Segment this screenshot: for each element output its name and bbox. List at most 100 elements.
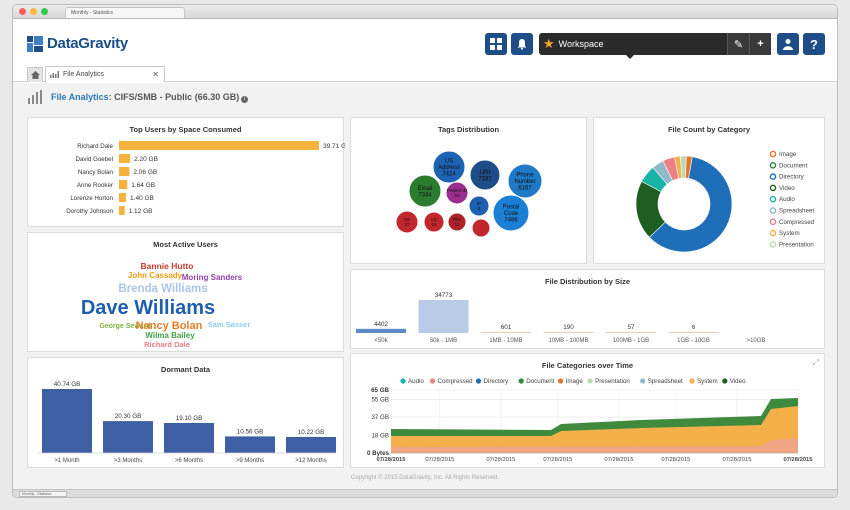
- time-xtick-label: 07/28/2015: [543, 457, 572, 463]
- tab-bar: File Analytics ✕: [13, 65, 837, 83]
- size-bin-label: <50k: [374, 338, 388, 344]
- time-legend-marker: [400, 378, 406, 384]
- legend-marker: [769, 229, 777, 237]
- dormant-category-label: >12 Months: [295, 458, 327, 464]
- legend-marker: [769, 173, 777, 180]
- time-legend-marker: [429, 378, 436, 384]
- user-value-label: 39.71 GB: [323, 143, 345, 150]
- panel-title: File Categories over Time: [541, 361, 634, 370]
- breadcrumb-link[interactable]: File Analytics: [51, 91, 109, 102]
- active-user-word: Bannie Hutto: [141, 261, 194, 271]
- browser-tab[interactable]: Monthly - Statistics: [65, 7, 185, 18]
- legend-marker: [769, 218, 777, 226]
- tag-bubble-label: Email: [417, 186, 432, 192]
- logo-text: DataGravity: [47, 35, 128, 52]
- zoom-window-button[interactable]: [41, 8, 48, 15]
- close-window-button[interactable]: [19, 8, 26, 15]
- file-count-panel: File Count by Category Image Document Dire…: [593, 117, 825, 264]
- info-icon[interactable]: i: [241, 95, 249, 103]
- expand-icon[interactable]: ⤢: [812, 358, 819, 367]
- user-bar: [119, 180, 128, 189]
- user-profile-button[interactable]: [777, 33, 799, 55]
- user-value-label: 1.12 GB: [129, 208, 153, 215]
- time-legend-label: Image: [566, 378, 584, 385]
- main-content: File Analytics: CIFS/SMB - Public (66.30…: [13, 83, 837, 497]
- top-users-panel: Top Users by Space Consumed Richard Dale…: [27, 117, 345, 227]
- tag-bubble-label: Postal: [503, 205, 520, 211]
- time-ytick-label: 37 GB: [371, 414, 389, 421]
- notifications-button[interactable]: [511, 33, 533, 55]
- tag-bubble: [469, 159, 501, 191]
- dashboard-grid-button[interactable]: [485, 33, 507, 55]
- user-icon: [783, 39, 793, 50]
- tag-bubble: [468, 195, 490, 217]
- breadcrumb: File Analytics: CIFS/SMB - Public (66.30…: [27, 90, 249, 104]
- user-bar: [119, 154, 131, 163]
- minimize-window-button[interactable]: [30, 8, 37, 15]
- user-name-label: Richard Dale: [77, 143, 113, 150]
- logo[interactable]: DataGravity: [27, 35, 128, 52]
- size-bar: [356, 328, 406, 333]
- size-bin-label: >10GB: [747, 338, 766, 344]
- time-legend-label: Compressed: [438, 378, 474, 385]
- time-legend-marker: [475, 378, 482, 384]
- categories-time-panel: File Categories over Time ⤢ Audio Compres…: [350, 353, 825, 468]
- panel-title: Most Active Users: [153, 240, 218, 249]
- active-user-word: John Cassady: [128, 271, 183, 280]
- tag-bubble-label: PHI: [453, 217, 461, 222]
- legend-marker: [769, 207, 777, 214]
- user-name-label: Anne Rooker: [77, 182, 113, 189]
- user-value-label: 2.20 GB: [134, 156, 158, 163]
- dormant-category-label: >6 Months: [175, 458, 203, 464]
- dormant-category-label: >9 Months: [236, 458, 264, 464]
- workspace-selector[interactable]: ★ Workspace ✎ +: [539, 33, 771, 55]
- home-tab[interactable]: [27, 67, 43, 82]
- time-area-compressed: [391, 438, 798, 453]
- user-name-label: Dorothy Johnson: [66, 208, 113, 215]
- time-legend-marker: [689, 378, 695, 384]
- tag-bubble: [395, 210, 419, 234]
- user-value-label: 2.06 GB: [133, 169, 157, 176]
- pencil-icon: ✎: [733, 38, 744, 51]
- time-legend-label: Presentation: [595, 378, 630, 385]
- time-xtick-label: 07/28/2015: [425, 457, 454, 463]
- user-name-label: Lorenze Horton: [70, 195, 113, 202]
- size-bin-label: 10MB - 100MB: [548, 338, 588, 344]
- tag-bubble: [492, 194, 530, 232]
- legend-marker: [769, 162, 777, 169]
- home-icon: [30, 71, 40, 79]
- tag-bubble-label: 8: [478, 206, 481, 211]
- file-count-donut-chart: Image Document Directory Video Audio Spreadsh…: [635, 150, 815, 253]
- edit-workspace-button[interactable]: ✎: [727, 33, 749, 55]
- app-header: DataGravity ★ Workspace ✎ + ?: [13, 19, 837, 63]
- analytics-icon: [28, 90, 42, 104]
- active-user-word: Richard Dale: [144, 340, 190, 349]
- close-tab-icon[interactable]: ✕: [152, 70, 159, 79]
- help-button[interactable]: ?: [803, 33, 825, 55]
- donut-slice: [649, 156, 733, 253]
- panel-title: File Count by Category: [667, 125, 751, 134]
- tag-bubble-label: 53: [454, 193, 460, 198]
- tag-bubble-label: Patient ID: [447, 188, 468, 193]
- time-xtick-label: 07/28/2015: [783, 457, 813, 463]
- dock-tab[interactable]: Monthly - Statistics: [19, 491, 67, 497]
- user-value-label: 1.40 GB: [130, 195, 154, 202]
- tab-file-analytics[interactable]: File Analytics ✕: [45, 66, 165, 83]
- tag-bubble-label: IP: [477, 201, 481, 206]
- panel-title: Dormant Data: [160, 365, 211, 374]
- time-ytick-label: 55 GB: [371, 396, 389, 403]
- tag-bubble-label: Code: [504, 211, 519, 217]
- time-ytick-label: 65 GB: [371, 387, 389, 394]
- add-workspace-button[interactable]: +: [749, 33, 771, 55]
- time-xtick-label: 07/28/2015: [604, 457, 633, 463]
- active-user-word: Brenda Williams: [118, 283, 207, 295]
- dormant-value-label: 40.74 GB: [54, 381, 81, 388]
- tag-bubble-label: 7486: [504, 218, 518, 224]
- size-bar: [418, 300, 469, 333]
- time-legend-marker: [587, 378, 593, 384]
- dormant-bar: [286, 436, 336, 453]
- active-user-word: Dave Williams: [81, 297, 215, 319]
- legend-label: System: [779, 230, 800, 237]
